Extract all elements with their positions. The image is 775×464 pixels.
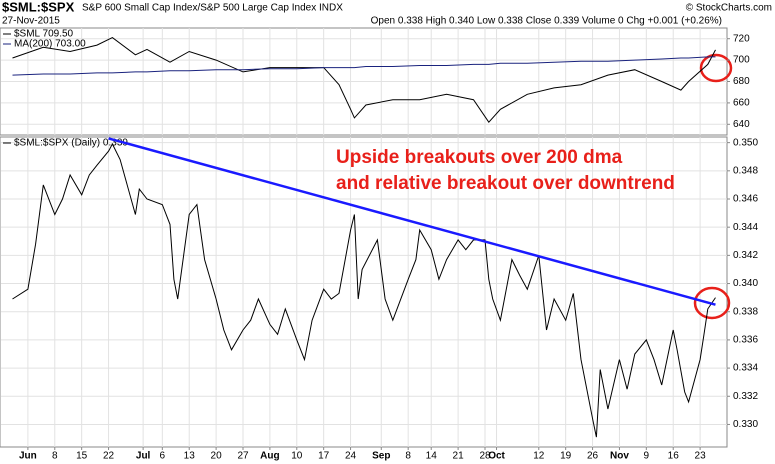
y-tick-label: 0.350 (733, 137, 758, 148)
x-tick-label: 15 (76, 451, 88, 462)
x-tick-label: 16 (668, 451, 680, 462)
trendline (108, 137, 716, 306)
x-tick-label: 8 (405, 451, 411, 462)
y-tick-label: 640 (733, 119, 750, 130)
y-tick-label: 0.334 (733, 363, 758, 374)
source: © StockCharts.com (686, 3, 772, 14)
series-line (12, 142, 716, 438)
legend-entry: $SML:$SPX (Daily) 0.339 (14, 138, 128, 149)
x-tick-label: 19 (560, 451, 572, 462)
x-tick-label: 26 (587, 451, 599, 462)
date: 27-Nov-2015 (2, 16, 60, 27)
x-tick-label: 20 (211, 451, 223, 462)
highlight-circle (693, 286, 731, 320)
x-tick-label: 13 (184, 451, 196, 462)
panel-frame (0, 136, 728, 448)
highlight-circle (699, 53, 733, 83)
x-tick-label: Oct (488, 451, 505, 462)
x-tick-label: 22 (103, 451, 115, 462)
y-tick-label: 660 (733, 98, 750, 109)
y-tick-label: 0.332 (733, 391, 758, 402)
x-tick-label: Jul (136, 451, 151, 462)
legend-entry: MA(200) 703.00 (14, 39, 86, 50)
y-tick-label: 0.348 (733, 165, 758, 176)
x-tick-label: 23 (695, 451, 707, 462)
x-tick-label: 14 (426, 451, 438, 462)
y-tick-label: 0.344 (733, 222, 758, 233)
y-tick-label: 680 (733, 76, 750, 87)
x-tick-label: 28 (479, 451, 491, 462)
annotation: Upside breakouts over 200 dma (336, 147, 623, 168)
y-tick-label: 0.342 (733, 250, 758, 261)
x-tick-label: Aug (260, 451, 279, 462)
y-tick-label: 700 (733, 55, 750, 66)
x-tick-label: 17 (318, 451, 330, 462)
symbol: $SML:$SPX (2, 0, 75, 14)
x-tick-label: 10 (291, 451, 303, 462)
series-line (12, 37, 716, 124)
x-tick-label: 21 (453, 451, 465, 462)
y-tick-label: 0.336 (733, 335, 758, 346)
x-tick-label: 6 (160, 451, 166, 462)
x-tick-label: 12 (533, 451, 545, 462)
annotation: and relative breakout over downtrend (336, 173, 675, 194)
x-tick-label: 9 (644, 451, 650, 462)
x-tick-label: Nov (610, 451, 629, 462)
x-tick-label: 27 (237, 451, 249, 462)
quote: Open 0.338 High 0.340 Low 0.338 Close 0.… (371, 16, 722, 27)
y-tick-label: 0.338 (733, 306, 758, 317)
x-tick-label: 8 (52, 451, 58, 462)
legend-entry: $SML 709.50 (14, 29, 74, 40)
x-tick-label: 24 (345, 451, 357, 462)
y-tick-label: 0.330 (733, 419, 758, 430)
series-line (12, 56, 716, 76)
y-tick-label: 0.340 (733, 278, 758, 289)
x-tick-label: Sep (372, 451, 390, 462)
y-tick-label: 0.346 (733, 194, 758, 205)
y-tick-label: 720 (733, 33, 750, 44)
description: S&P 600 Small Cap Index/S&P 500 Large Ca… (82, 3, 343, 14)
x-tick-label: Jun (19, 451, 37, 462)
